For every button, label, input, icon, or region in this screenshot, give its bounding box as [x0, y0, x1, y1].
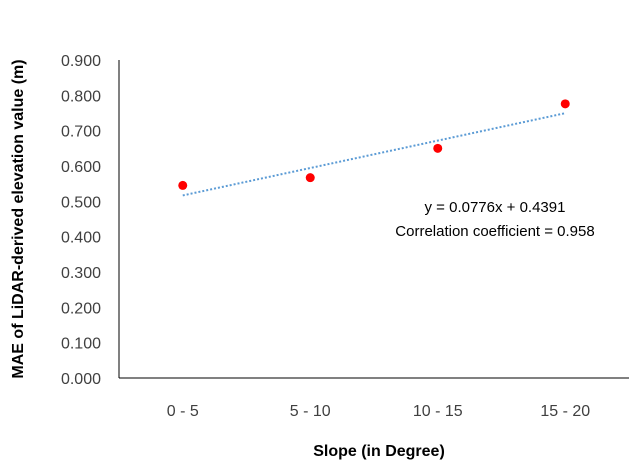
y-tick-label: 0.300 [61, 265, 101, 282]
x-tick-label: 10 - 15 [413, 403, 463, 420]
x-axis-title: Slope (in Degree) [313, 443, 445, 460]
y-tick-label: 0.000 [61, 371, 101, 388]
y-tick-label: 0.900 [61, 53, 101, 70]
x-tick-label: 5 - 10 [290, 403, 331, 420]
y-tick-label: 0.400 [61, 230, 101, 247]
data-point [433, 143, 443, 153]
y-axis-title: MAE of LiDAR-derived elevation value (m) [10, 59, 27, 378]
data-point [305, 173, 315, 183]
y-tick-label: 0.500 [61, 194, 101, 211]
x-tick-labels: 0 - 5 5 - 10 10 - 15 15 - 20 [167, 403, 591, 420]
correlation-annotation: Correlation coefficient = 0.958 [395, 223, 594, 240]
y-tick-labels: 0.000 0.100 0.200 0.300 0.400 0.500 0.600 0.700… [61, 53, 101, 388]
x-tick-label: 0 - 5 [167, 403, 199, 420]
x-tick-label: 15 - 20 [540, 403, 590, 420]
y-tick-label: 0.800 [61, 88, 101, 105]
trendline [182, 112, 566, 197]
data-points [178, 99, 570, 190]
y-tick-label: 0.100 [61, 336, 101, 353]
data-point [560, 99, 570, 109]
y-tick-label: 0.600 [61, 159, 101, 176]
y-tick-label: 0.700 [61, 124, 101, 141]
trendline-equation: y = 0.0776x + 0.4391 [425, 199, 566, 216]
data-point [178, 180, 188, 190]
y-tick-label: 0.200 [61, 300, 101, 317]
